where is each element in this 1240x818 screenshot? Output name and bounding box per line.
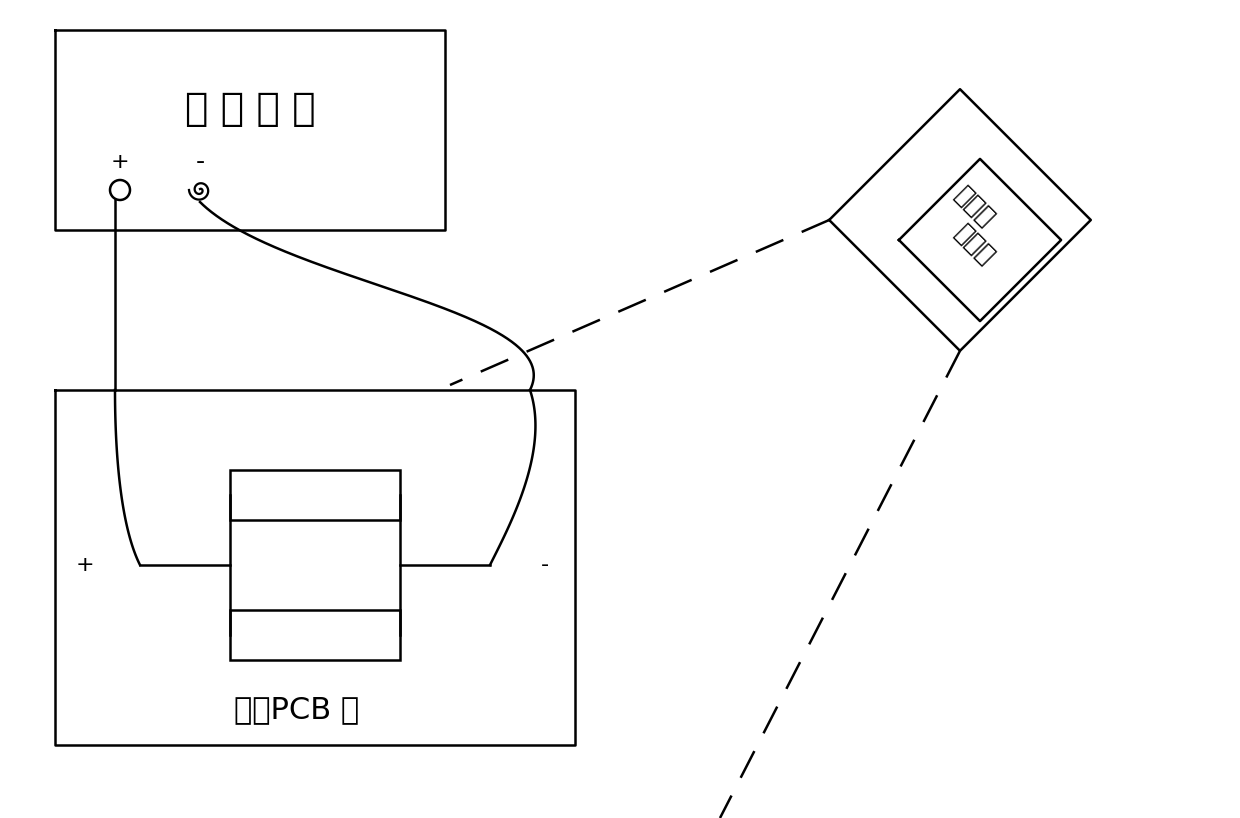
- Bar: [229, 470, 401, 520]
- Text: 被测PCB 板: 被测PCB 板: [233, 695, 358, 725]
- Text: +: +: [110, 152, 129, 172]
- Text: +: +: [76, 555, 94, 575]
- Text: 直 流 电 源: 直 流 电 源: [185, 90, 315, 128]
- Text: 热像处: 热像处: [951, 182, 999, 231]
- Text: -: -: [196, 150, 205, 174]
- Text: 理装置: 理装置: [951, 221, 999, 269]
- Text: -: -: [541, 555, 549, 575]
- Bar: [229, 610, 401, 660]
